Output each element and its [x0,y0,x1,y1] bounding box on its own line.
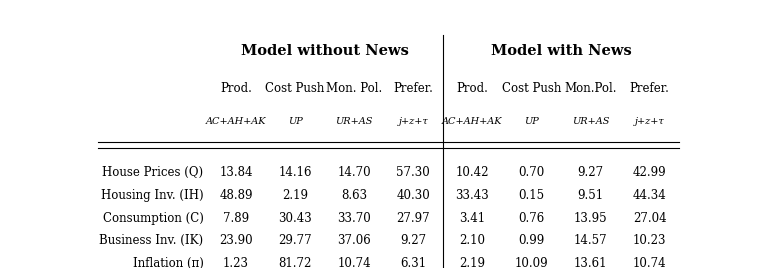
Text: Prefer.: Prefer. [393,82,433,95]
Text: 44.34: 44.34 [633,189,666,202]
Text: 0.70: 0.70 [518,166,544,179]
Text: Model with News: Model with News [490,43,631,58]
Text: 6.31: 6.31 [400,257,426,268]
Text: Consumption (C): Consumption (C) [102,212,203,225]
Text: Housing Inv. (IH): Housing Inv. (IH) [101,189,203,202]
Text: Model without News: Model without News [240,43,409,58]
Text: Mon.Pol.: Mon.Pol. [565,82,617,95]
Text: UR+AS: UR+AS [336,117,373,126]
Text: Cost Push: Cost Push [265,82,324,95]
Text: 13.95: 13.95 [574,212,607,225]
Text: 1.23: 1.23 [223,257,249,268]
Text: 29.77: 29.77 [278,234,312,247]
Text: 10.42: 10.42 [456,166,489,179]
Text: 2.10: 2.10 [459,234,485,247]
Text: 14.70: 14.70 [337,166,371,179]
Text: 30.43: 30.43 [278,212,312,225]
Text: 9.27: 9.27 [400,234,426,247]
Text: 2.19: 2.19 [459,257,485,268]
Text: 42.99: 42.99 [633,166,666,179]
Text: Prefer.: Prefer. [630,82,669,95]
Text: 0.99: 0.99 [518,234,544,247]
Text: House Prices (Q): House Prices (Q) [102,166,203,179]
Text: 9.51: 9.51 [578,189,603,202]
Text: 40.30: 40.30 [396,189,430,202]
Text: 48.89: 48.89 [219,189,252,202]
Text: UP: UP [524,117,539,126]
Text: 10.23: 10.23 [633,234,666,247]
Text: 14.57: 14.57 [574,234,607,247]
Text: 10.74: 10.74 [633,257,666,268]
Text: UR+AS: UR+AS [572,117,609,126]
Text: 10.09: 10.09 [515,257,548,268]
Text: j+z+τ: j+z+τ [635,117,665,126]
Text: AC+AH+AK: AC+AH+AK [442,117,503,126]
Text: 57.30: 57.30 [396,166,430,179]
Text: 0.76: 0.76 [518,212,544,225]
Text: Prod.: Prod. [456,82,488,95]
Text: 37.06: 37.06 [337,234,371,247]
Text: 3.41: 3.41 [459,212,485,225]
Text: 7.89: 7.89 [223,212,249,225]
Text: 27.04: 27.04 [633,212,666,225]
Text: j+z+τ: j+z+τ [399,117,428,126]
Text: 10.74: 10.74 [337,257,371,268]
Text: 33.70: 33.70 [337,212,371,225]
Text: AC+AH+AK: AC+AH+AK [205,117,266,126]
Text: 2.19: 2.19 [282,189,308,202]
Text: 0.15: 0.15 [518,189,544,202]
Text: 33.43: 33.43 [456,189,489,202]
Text: 14.16: 14.16 [278,166,312,179]
Text: Mon. Pol.: Mon. Pol. [326,82,382,95]
Text: 27.97: 27.97 [396,212,430,225]
Text: Cost Push: Cost Push [502,82,561,95]
Text: 23.90: 23.90 [219,234,252,247]
Text: Inflation (π): Inflation (π) [133,257,203,268]
Text: 13.61: 13.61 [574,257,607,268]
Text: 81.72: 81.72 [278,257,312,268]
Text: Prod.: Prod. [220,82,252,95]
Text: UP: UP [287,117,302,126]
Text: 9.27: 9.27 [578,166,603,179]
Text: 8.63: 8.63 [341,189,367,202]
Text: Business Inv. (IK): Business Inv. (IK) [99,234,203,247]
Text: 13.84: 13.84 [219,166,252,179]
